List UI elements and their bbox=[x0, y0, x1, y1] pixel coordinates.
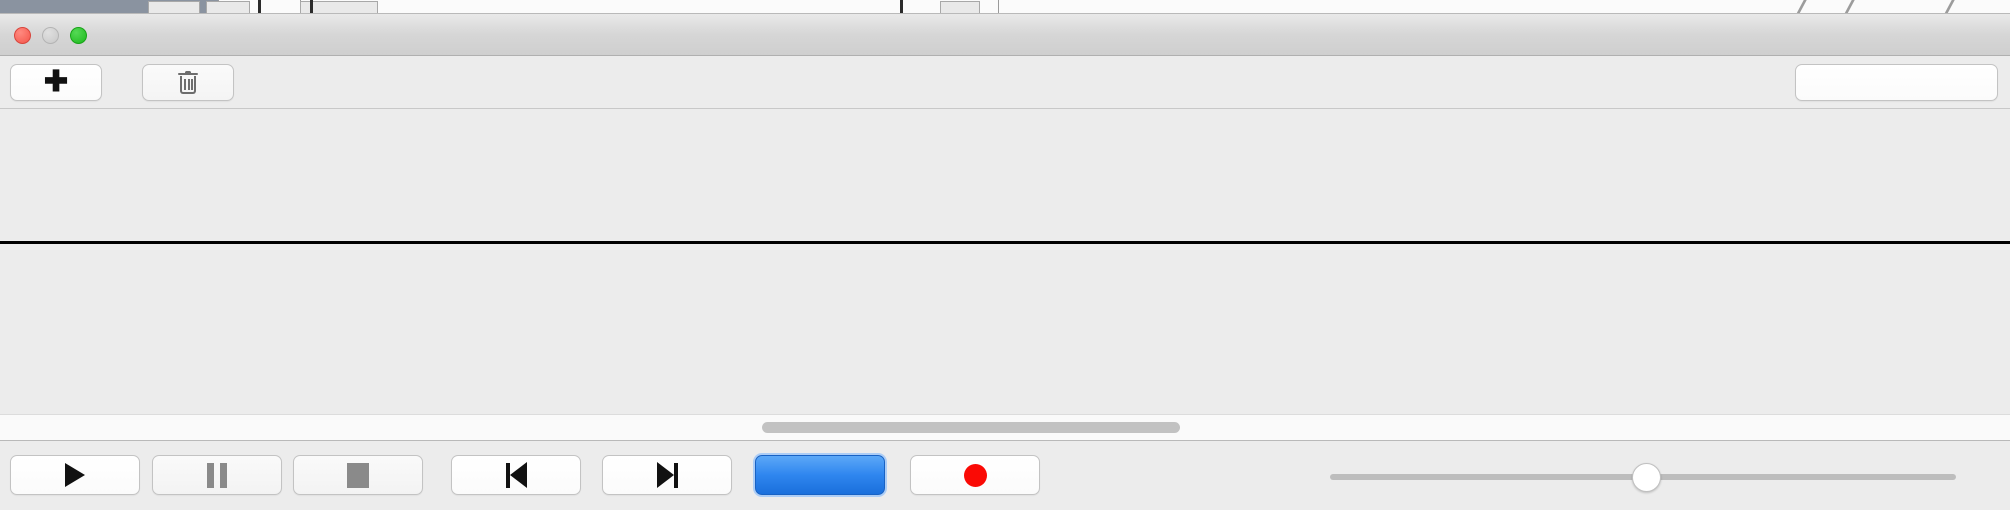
trash-icon bbox=[178, 70, 198, 95]
timeline-scroll-thumb[interactable] bbox=[762, 422, 1180, 433]
previous-frame-button[interactable] bbox=[451, 455, 581, 495]
timeline-axis-line bbox=[0, 241, 2010, 244]
background-window-strip bbox=[0, 0, 2010, 14]
bg-mark bbox=[900, 0, 903, 13]
bg-field bbox=[940, 1, 980, 13]
plus-icon: ✚ bbox=[43, 66, 69, 98]
animation-speed-thumb[interactable] bbox=[1632, 463, 1661, 492]
next-frame-button[interactable] bbox=[602, 455, 732, 495]
title-bar bbox=[0, 14, 2010, 56]
bg-mark bbox=[258, 0, 261, 13]
stop-button[interactable] bbox=[293, 455, 423, 495]
stop-icon bbox=[347, 462, 369, 488]
bg-diagonal bbox=[1796, 0, 1826, 13]
frame-toolbar: ✚ bbox=[0, 56, 2010, 109]
delete-frame-button[interactable] bbox=[142, 64, 234, 101]
pause-button[interactable] bbox=[152, 455, 282, 495]
record-button[interactable] bbox=[910, 455, 1040, 495]
bg-mark bbox=[310, 0, 313, 13]
bg-field bbox=[148, 1, 200, 13]
bg-diagonal bbox=[1844, 0, 1874, 13]
minimize-button[interactable] bbox=[42, 27, 59, 44]
maximize-button[interactable] bbox=[70, 27, 87, 44]
playback-control-bar bbox=[0, 441, 2010, 510]
bg-diagonal bbox=[1944, 0, 1974, 13]
play-icon bbox=[65, 463, 85, 487]
pause-icon bbox=[207, 462, 227, 488]
timeline-panel[interactable] bbox=[0, 109, 2010, 414]
timeline-scrollbar[interactable] bbox=[0, 414, 2010, 441]
play-button[interactable] bbox=[10, 455, 140, 495]
loop-button[interactable] bbox=[755, 455, 885, 495]
window-title bbox=[0, 14, 2010, 56]
close-button[interactable] bbox=[14, 27, 31, 44]
window-traffic-lights bbox=[14, 27, 87, 44]
add-frame-button[interactable]: ✚ bbox=[10, 64, 102, 101]
clear-all-frames-button[interactable] bbox=[1795, 64, 1998, 101]
bg-field bbox=[300, 1, 378, 13]
bg-divider bbox=[998, 0, 999, 13]
previous-frame-icon bbox=[505, 462, 527, 488]
record-icon bbox=[963, 463, 987, 487]
bg-field bbox=[206, 1, 250, 13]
next-frame-icon bbox=[656, 462, 678, 488]
